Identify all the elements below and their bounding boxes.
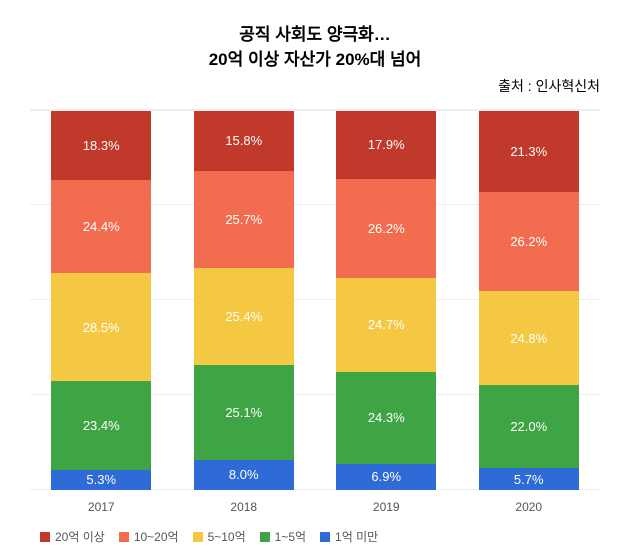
bar-columns: 18.3% 24.4% 28.5% 23.4% 5.3% 15.8% 25.7% 25.4% 2… bbox=[30, 111, 600, 490]
segment-value-label: 15.8% bbox=[225, 133, 262, 148]
segment-value-label: 17.9% bbox=[368, 137, 405, 152]
bar-segment: 17.9% bbox=[336, 111, 436, 179]
legend-label: 5~10억 bbox=[208, 528, 246, 545]
x-axis-label: 2020 bbox=[479, 500, 579, 514]
bar-segment: 25.4% bbox=[194, 268, 294, 364]
segment-value-label: 25.7% bbox=[225, 212, 262, 227]
bar-segment: 24.8% bbox=[479, 291, 579, 385]
bar-segment: 25.1% bbox=[194, 365, 294, 460]
segment-value-label: 5.3% bbox=[86, 472, 116, 487]
legend-swatch bbox=[320, 532, 330, 542]
bar-segment: 25.7% bbox=[194, 171, 294, 268]
x-axis-label: 2018 bbox=[194, 500, 294, 514]
bar-segment: 5.7% bbox=[479, 468, 579, 490]
segment-value-label: 28.5% bbox=[83, 320, 120, 335]
legend-item: 20억 이상 bbox=[40, 528, 105, 545]
chart-container: 공직 사회도 양극화… 20억 이상 자산가 20%대 넘어 출처 : 인사혁신… bbox=[0, 0, 630, 556]
segment-value-label: 26.2% bbox=[510, 234, 547, 249]
bar-column: 18.3% 24.4% 28.5% 23.4% 5.3% bbox=[51, 111, 151, 490]
bar-segment: 5.3% bbox=[51, 470, 151, 490]
segment-value-label: 26.2% bbox=[368, 221, 405, 236]
bar-segment: 22.0% bbox=[479, 385, 579, 468]
chart-title: 공직 사회도 양극화… 20억 이상 자산가 20%대 넘어 bbox=[30, 20, 600, 70]
bar-column: 21.3% 26.2% 24.8% 22.0% 5.7% bbox=[479, 111, 579, 490]
legend-item: 1~5억 bbox=[260, 528, 306, 545]
grid-line bbox=[30, 109, 600, 110]
bar-segment: 21.3% bbox=[479, 111, 579, 192]
segment-value-label: 25.4% bbox=[225, 309, 262, 324]
segment-value-label: 25.1% bbox=[225, 405, 262, 420]
title-line-2: 20억 이상 자산가 20%대 넘어 bbox=[30, 45, 600, 70]
segment-value-label: 22.0% bbox=[510, 419, 547, 434]
bar-segment: 26.2% bbox=[479, 192, 579, 291]
bar-segment: 26.2% bbox=[336, 179, 436, 278]
segment-value-label: 24.7% bbox=[368, 317, 405, 332]
segment-value-label: 23.4% bbox=[83, 418, 120, 433]
legend-label: 10~20억 bbox=[134, 528, 179, 545]
bar-segment: 15.8% bbox=[194, 111, 294, 171]
x-axis-label: 2017 bbox=[51, 500, 151, 514]
chart-plot-area: 18.3% 24.4% 28.5% 23.4% 5.3% 15.8% 25.7% 25.4% 2… bbox=[30, 110, 600, 490]
segment-value-label: 5.7% bbox=[514, 472, 544, 487]
title-line-1: 공직 사회도 양극화… bbox=[30, 20, 600, 45]
segment-value-label: 6.9% bbox=[371, 469, 401, 484]
segment-value-label: 8.0% bbox=[229, 467, 259, 482]
segment-value-label: 24.4% bbox=[83, 219, 120, 234]
bar-segment: 28.5% bbox=[51, 273, 151, 381]
bar-column: 17.9% 26.2% 24.7% 24.3% 6.9% bbox=[336, 111, 436, 490]
segment-value-label: 24.3% bbox=[368, 410, 405, 425]
legend: 20억 이상 10~20억 5~10억 1~5억 1억 미만 bbox=[30, 528, 600, 545]
bar-column: 15.8% 25.7% 25.4% 25.1% 8.0% bbox=[194, 111, 294, 490]
legend-swatch bbox=[119, 532, 129, 542]
bar-segment: 23.4% bbox=[51, 381, 151, 470]
bar-segment: 24.3% bbox=[336, 372, 436, 464]
bar-segment: 6.9% bbox=[336, 464, 436, 490]
legend-item: 10~20억 bbox=[119, 528, 179, 545]
legend-label: 20억 이상 bbox=[55, 528, 105, 545]
legend-item: 1억 미만 bbox=[320, 528, 378, 545]
x-axis-label: 2019 bbox=[336, 500, 436, 514]
legend-swatch bbox=[40, 532, 50, 542]
legend-swatch bbox=[260, 532, 270, 542]
x-axis-labels: 2017 2018 2019 2020 bbox=[30, 500, 600, 514]
legend-label: 1억 미만 bbox=[335, 528, 378, 545]
bar-segment: 18.3% bbox=[51, 111, 151, 180]
segment-value-label: 21.3% bbox=[510, 144, 547, 159]
bar-segment: 24.4% bbox=[51, 180, 151, 273]
segment-value-label: 18.3% bbox=[83, 138, 120, 153]
legend-swatch bbox=[193, 532, 203, 542]
segment-value-label: 24.8% bbox=[510, 331, 547, 346]
legend-item: 5~10억 bbox=[193, 528, 246, 545]
legend-label: 1~5억 bbox=[275, 528, 306, 545]
bar-segment: 24.7% bbox=[336, 278, 436, 372]
chart-source: 출처 : 인사혁신처 bbox=[30, 76, 600, 96]
bar-segment: 8.0% bbox=[194, 460, 294, 490]
